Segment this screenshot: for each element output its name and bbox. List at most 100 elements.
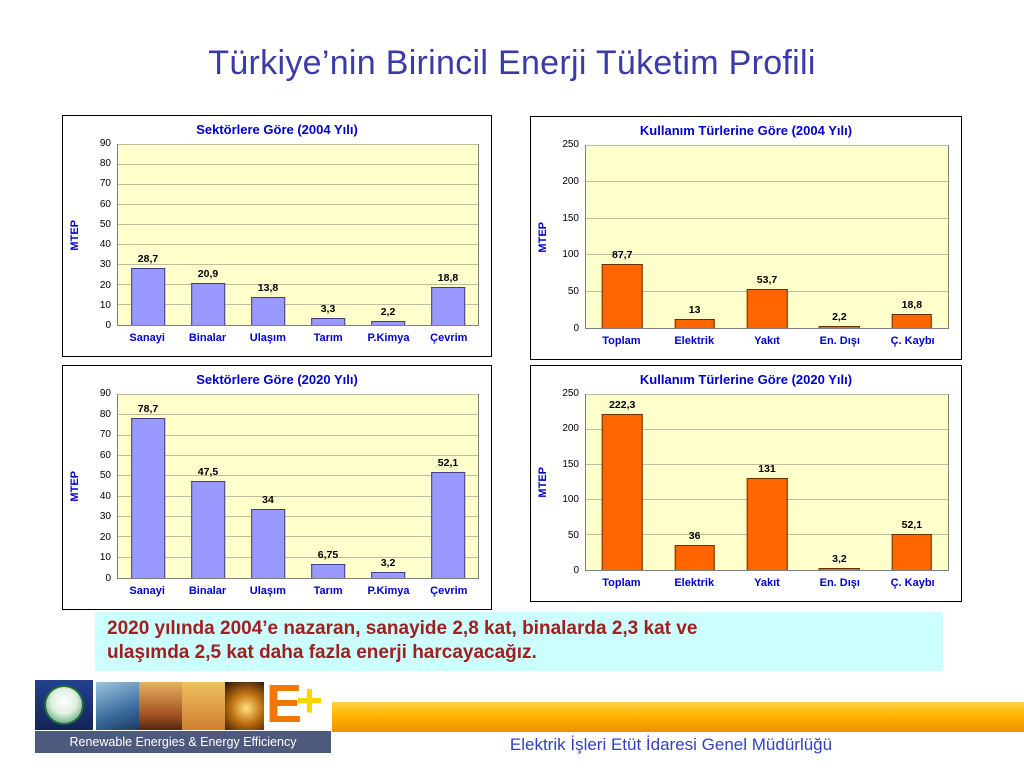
bar-value-label: 52,1: [901, 518, 923, 531]
plot-area: 78,7 47,5 34 6,75 3,2 52,1: [117, 394, 479, 579]
bar-value-label: 36: [688, 529, 701, 542]
bars-container: 87,7 13 53,7 2,2 18,8: [586, 146, 948, 328]
chart-sectors-2004: Sektörlere Göre (2004 Yılı) MTEP 0 10 20 30…: [62, 115, 492, 357]
bar-En. Dışı: [819, 567, 860, 570]
lamp-photo: [225, 682, 268, 730]
gridline: [118, 475, 478, 477]
bar-slot: 53,7: [731, 146, 803, 328]
y-axis-title: MTEP: [67, 394, 83, 579]
gridline: [118, 244, 478, 246]
gridline: [118, 304, 478, 306]
bar-Yakıt: [746, 478, 788, 570]
y-tick-label: 20: [99, 279, 111, 291]
x-category-label: Elektrik: [674, 577, 715, 589]
summary-note: 2020 yılında 2004’e nazaran, sanayide 2,…: [95, 612, 943, 671]
gridline: [118, 556, 478, 558]
y-axis-title: MTEP: [535, 145, 551, 329]
bar-slot: 18,8: [418, 145, 478, 325]
eie-logo: [35, 680, 93, 730]
gridline: [586, 217, 948, 219]
bar-slot: 13: [658, 146, 730, 328]
y-tick-label: 20: [99, 531, 111, 543]
wind-turbine-photo: [182, 682, 225, 730]
bar-slot: 20,9: [178, 145, 238, 325]
bar-Ulaşım: [251, 297, 285, 325]
bar-value-label: 13: [688, 303, 701, 316]
y-tick-label: 200: [562, 423, 579, 435]
x-category-label: P.Kimya: [367, 332, 410, 344]
gridline: [118, 224, 478, 225]
x-category-label: Binalar: [188, 585, 227, 597]
y-tick-label: 250: [562, 388, 579, 399]
bar-slot: 52,1: [418, 395, 478, 578]
x-category-label: Toplam: [602, 335, 641, 347]
chart-title: Sektörlere Göre (2020 Yılı): [196, 372, 358, 387]
x-category-label: Ulaşım: [249, 332, 286, 344]
bar-slot: 131: [731, 395, 803, 570]
bar-value-label: 3,2: [380, 556, 396, 569]
bar-value-label: 87,7: [611, 249, 633, 262]
summary-note-line2: ulaşımda 2,5 kat daha fazla enerji harca…: [107, 642, 537, 664]
bar-Tarım: [311, 564, 345, 578]
bar-Elektrik: [674, 318, 715, 328]
bar-slot: 6,75: [298, 395, 358, 578]
y-tick-label: 0: [573, 323, 579, 334]
bar-slot: 2,2: [803, 146, 875, 328]
chart-usage-2020: Kullanım Türlerine Göre (2020 Yılı) MTEP…: [530, 365, 962, 602]
bar-slot: 78,7: [118, 395, 178, 578]
bar-slot: 13,8: [238, 145, 298, 325]
y-tick-label: 150: [562, 458, 579, 470]
bar-value-label: 2,2: [832, 311, 847, 324]
chart-title: Kullanım Türlerine Göre (2020 Yılı): [639, 372, 853, 387]
eie-emblem-icon: [44, 685, 84, 725]
y-tick-label: 80: [99, 158, 111, 170]
chart-area: MTEP 0 10 20 30 40 50 60 70 80 90 28,7 20,9 13,8 3,3…: [67, 138, 479, 350]
bar-value-label: 3,3: [320, 303, 336, 316]
bar-Tarım: [311, 318, 345, 325]
bar-Toplam: [601, 264, 643, 328]
y-axis-title: MTEP: [535, 394, 551, 571]
bar-value-label: 34: [262, 493, 274, 506]
plot-area: 87,7 13 53,7 2,2 18,8: [585, 145, 949, 329]
chart-area: MTEP 0 50 100 150 200 250 222,3 36 131 3,2 52,1 T…: [535, 388, 949, 595]
y-tick-label: 10: [99, 299, 111, 311]
y-tick-label: 60: [99, 449, 111, 461]
gridline: [586, 181, 948, 183]
y-axis-title-text: MTEP: [537, 467, 549, 498]
page-title: Türkiye’nin Birincil Enerji Tüketim Prof…: [208, 44, 816, 82]
bar-slot: 87,7: [586, 146, 658, 328]
y-tick-label: 70: [99, 178, 111, 190]
plot-area: 222,3 36 131 3,2 52,1: [585, 394, 949, 571]
bar-value-label: 3,2: [832, 552, 847, 565]
gridline: [586, 254, 948, 256]
eplus-logo-e: E: [266, 674, 303, 734]
x-category-label: Ç. Kaybı: [890, 335, 935, 347]
y-tick-label: 40: [99, 490, 111, 502]
x-category-label: Yakıt: [754, 577, 780, 589]
bar-value-label: 28,7: [137, 252, 159, 265]
gridline: [118, 516, 478, 517]
organization-name: Elektrik İşleri Etüt İdaresi Genel Müdür…: [509, 735, 833, 754]
y-tick-label: 250: [562, 139, 579, 150]
bar-En. Dışı: [819, 326, 860, 328]
gridline: [118, 394, 478, 395]
chart-sectors-2020: Sektörlere Göre (2020 Yılı) MTEP 0 10 20 30…: [62, 365, 492, 610]
bar-Ç. Kaybı: [891, 533, 933, 570]
chart-area: MTEP 0 10 20 30 40 50 60 70 80 90 78,7 47,5 34 6,75 3…: [67, 388, 479, 603]
y-axis-title: MTEP: [67, 144, 83, 326]
bar-value-label: 47,5: [197, 466, 219, 479]
y-tick-label: 70: [99, 429, 111, 441]
bar-slot: 3,3: [298, 145, 358, 325]
gridline: [586, 429, 948, 430]
bar-slot: 52,1: [876, 395, 948, 570]
eplus-logo-plus: +: [296, 674, 323, 726]
solar-panel-photo: [96, 682, 139, 730]
y-tick-label: 50: [99, 218, 111, 230]
x-axis: Sanayi Binalar Ulaşım Tarım P.Kimya Çevrim: [117, 579, 479, 603]
gridline: [586, 145, 948, 146]
gridline: [118, 284, 478, 286]
bar-Sanayi: [131, 417, 165, 578]
bars-container: 28,7 20,9 13,8 3,3 2,2 18,8: [118, 145, 478, 325]
bar-Sanayi: [131, 267, 165, 325]
x-category-label: Sanayi: [129, 332, 165, 344]
